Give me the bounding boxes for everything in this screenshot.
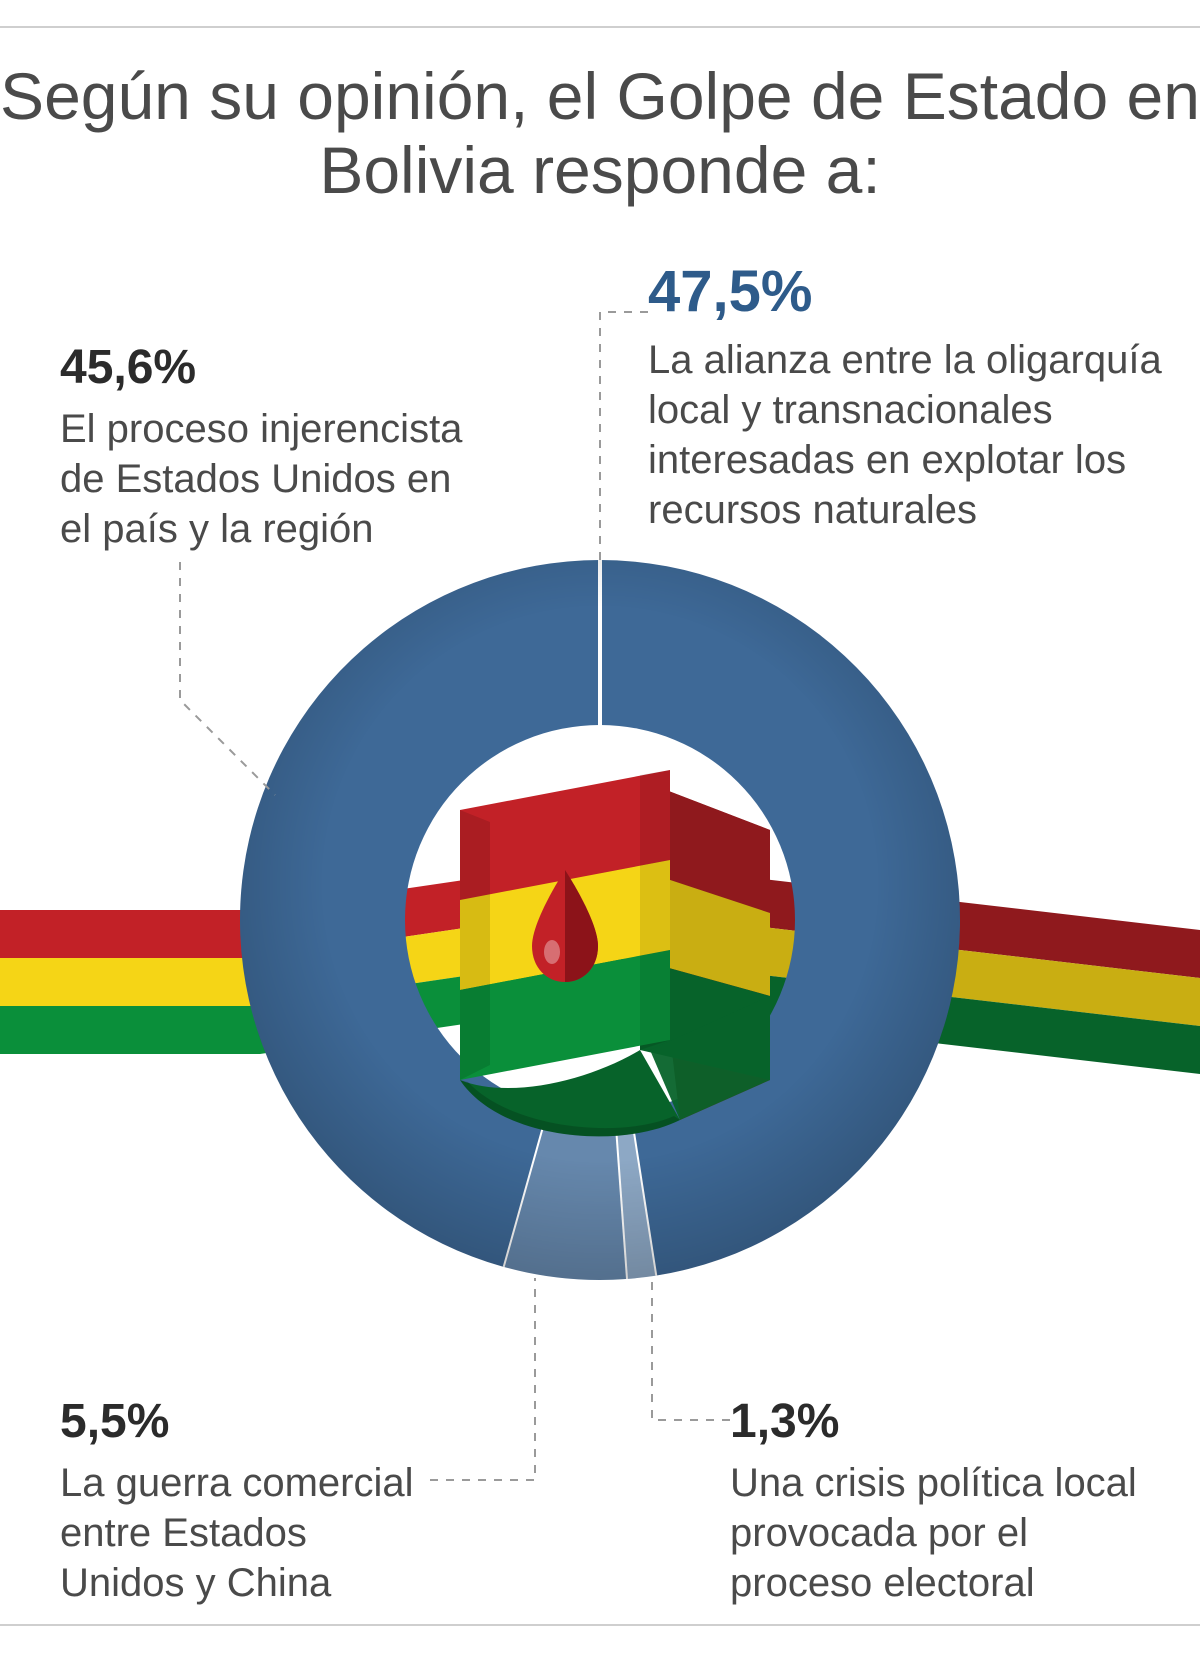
rule-top xyxy=(0,26,1200,28)
leader-crisis xyxy=(652,1282,730,1420)
text-injerencia: El proceso injerencista de Estados Unido… xyxy=(60,407,462,551)
text-alianza: La alianza entre la oligarquía local y t… xyxy=(648,338,1162,532)
label-injerencia: 45,6% El proceso injerencista de Estados… xyxy=(60,338,490,554)
leader-alianza xyxy=(600,312,648,560)
leader-guerra xyxy=(430,1278,535,1480)
label-alianza: 47,5% La alianza entre la oligarquía loc… xyxy=(648,256,1168,535)
pct-injerencia: 45,6% xyxy=(60,338,490,398)
text-crisis: Una crisis política local provocada por … xyxy=(730,1461,1137,1605)
rule-bottom xyxy=(0,1624,1200,1626)
label-guerra: 5,5% La guerra comercial entre Estados U… xyxy=(60,1392,440,1608)
text-guerra: La guerra comercial entre Estados Unidos… xyxy=(60,1461,414,1605)
pct-alianza: 47,5% xyxy=(648,256,1168,329)
chart-title: Según su opinión, el Golpe de Estado en … xyxy=(0,60,1200,208)
pct-crisis: 1,3% xyxy=(730,1392,1150,1452)
pct-guerra: 5,5% xyxy=(60,1392,440,1452)
flag-ribbon-front xyxy=(340,720,860,1160)
label-crisis: 1,3% Una crisis política local provocada… xyxy=(730,1392,1150,1608)
